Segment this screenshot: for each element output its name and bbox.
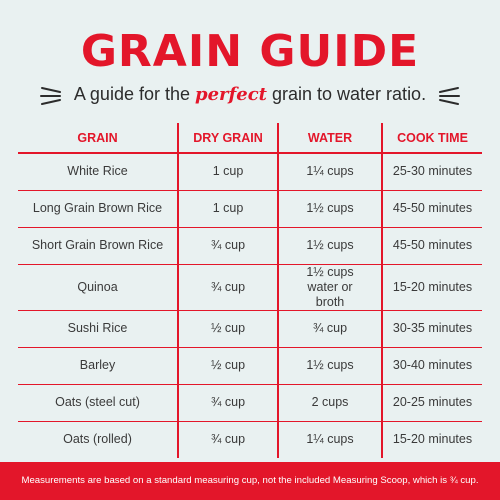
cell-dry-grain: ½ cup [177, 310, 278, 348]
cell-cook-time: 30-35 minutes [381, 310, 482, 348]
table-row: Barley ½ cup 1½ cups 30-40 minutes [18, 347, 482, 385]
table-row: Oats (rolled) ¾ cup 1¼ cups 15-20 minute… [18, 421, 482, 458]
cell-dry-grain: ¾ cup [177, 421, 278, 458]
cell-water: 1½ cups [277, 227, 382, 265]
subtitle-before: A guide for the [73, 84, 195, 104]
cell-grain: Barley [18, 347, 178, 385]
table-row: Short Grain Brown Rice ¾ cup 1½ cups 45-… [18, 227, 482, 265]
table-header-row: GRAIN DRY GRAIN WATER COOK TIME [18, 123, 482, 154]
cell-cook-time: 30-40 minutes [381, 347, 482, 385]
cell-cook-time: 45-50 minutes [381, 227, 482, 265]
cell-dry-grain: 1 cup [177, 190, 278, 228]
header-cook-time: COOK TIME [381, 123, 482, 154]
cell-water: 2 cups [277, 384, 382, 422]
cell-dry-grain: ¾ cup [177, 264, 278, 311]
cell-dry-grain: ¾ cup [177, 384, 278, 422]
cell-dry-grain: ½ cup [177, 347, 278, 385]
header-water: WATER [277, 123, 382, 154]
footer-note: Measurements are based on a standard mea… [0, 462, 500, 500]
table-row: Quinoa ¾ cup 1½ cups water or broth 15-2… [18, 264, 482, 311]
emphasis-dashes-right-icon [439, 87, 460, 105]
cell-grain: White Rice [18, 153, 178, 191]
cell-cook-time: 15-20 minutes [381, 264, 482, 311]
cell-dry-grain: 1 cup [177, 153, 278, 191]
cell-cook-time: 15-20 minutes [381, 421, 482, 458]
cell-grain: Long Grain Brown Rice [18, 190, 178, 228]
cell-water: 1½ cups water or broth [277, 264, 382, 311]
subtitle-after: grain to water ratio. [267, 84, 427, 104]
table-row: Sushi Rice ½ cup ¾ cup 30-35 minutes [18, 310, 482, 348]
cell-dry-grain: ¾ cup [177, 227, 278, 265]
page-title: GRAIN GUIDE [80, 26, 420, 77]
cell-grain: Oats (rolled) [63, 432, 132, 447]
cell-cook-time: 45-50 minutes [381, 190, 482, 228]
header-grain: GRAIN [18, 123, 178, 154]
subtitle: A guide for the perfect grain to water r… [0, 80, 500, 109]
cell-grain: Short Grain Brown Rice [18, 227, 178, 265]
cell-cook-time: 20-25 minutes [381, 384, 482, 422]
table-row: Long Grain Brown Rice 1 cup 1½ cups 45-5… [18, 190, 482, 228]
table-row: White Rice 1 cup 1¼ cups 25-30 minutes [18, 153, 482, 191]
header-dry-grain: DRY GRAIN [177, 123, 278, 154]
cell-water: 1¼ cups [277, 153, 382, 191]
cell-water: 1½ cups [277, 347, 382, 385]
table-row: Oats (steel cut) ¾ cup 2 cups 20-25 minu… [18, 384, 482, 422]
cell-water: 1¼ cups [277, 421, 382, 458]
cell-water: ¾ cup [277, 310, 382, 348]
emphasis-dashes-left-icon [40, 87, 61, 105]
cell-cook-time: 25-30 minutes [381, 153, 482, 191]
cell-grain: Quinoa [18, 264, 178, 311]
cell-water: 1½ cups [277, 190, 382, 228]
grain-table: GRAIN DRY GRAIN WATER COOK TIME White Ri… [18, 123, 482, 458]
cell-grain: Sushi Rice [18, 310, 178, 348]
subtitle-emphasis: perfect [195, 84, 267, 105]
cell-grain: Oats (steel cut) [18, 384, 178, 422]
